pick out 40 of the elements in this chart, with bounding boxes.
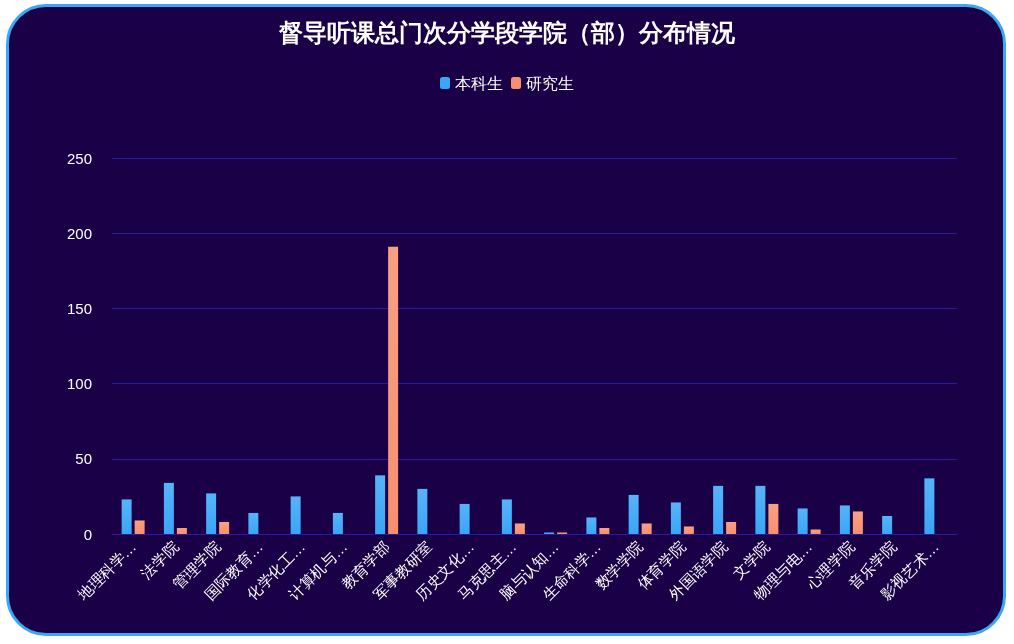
bar [586, 517, 597, 534]
bar [713, 485, 724, 534]
bar [176, 527, 187, 534]
bar [755, 485, 766, 534]
bar [332, 512, 343, 534]
bar [134, 520, 145, 534]
bar [501, 499, 512, 534]
bar [683, 526, 694, 534]
y-tick-label: 50 [75, 450, 92, 468]
bar [924, 478, 935, 534]
y-tick-label: 200 [66, 224, 92, 242]
bar [206, 493, 217, 534]
legend-label: 研究生 [526, 74, 574, 92]
bar [375, 475, 386, 534]
bar [839, 505, 850, 534]
y-tick-label: 150 [66, 299, 92, 317]
legend-label: 本科生 [455, 74, 503, 92]
bar [417, 488, 428, 534]
bar [852, 511, 863, 534]
bar [882, 515, 893, 534]
bar [768, 503, 779, 534]
bar [290, 496, 301, 534]
bar [599, 527, 610, 534]
bar [163, 482, 174, 534]
bar [219, 521, 230, 534]
bar [388, 246, 399, 534]
bar [459, 503, 470, 534]
bar [514, 523, 525, 534]
chart-title: 督导听课总门次分学段学院（部）分布情况 [278, 19, 736, 47]
bar [628, 494, 639, 534]
bar [810, 529, 821, 534]
bar [121, 499, 132, 534]
bar [670, 502, 681, 534]
bar [726, 521, 737, 534]
y-tick-label: 250 [66, 149, 92, 167]
y-tick-label: 0 [83, 525, 92, 543]
bar [797, 508, 808, 534]
bar [248, 512, 259, 534]
y-tick-label: 100 [66, 375, 92, 393]
bar [641, 523, 652, 534]
